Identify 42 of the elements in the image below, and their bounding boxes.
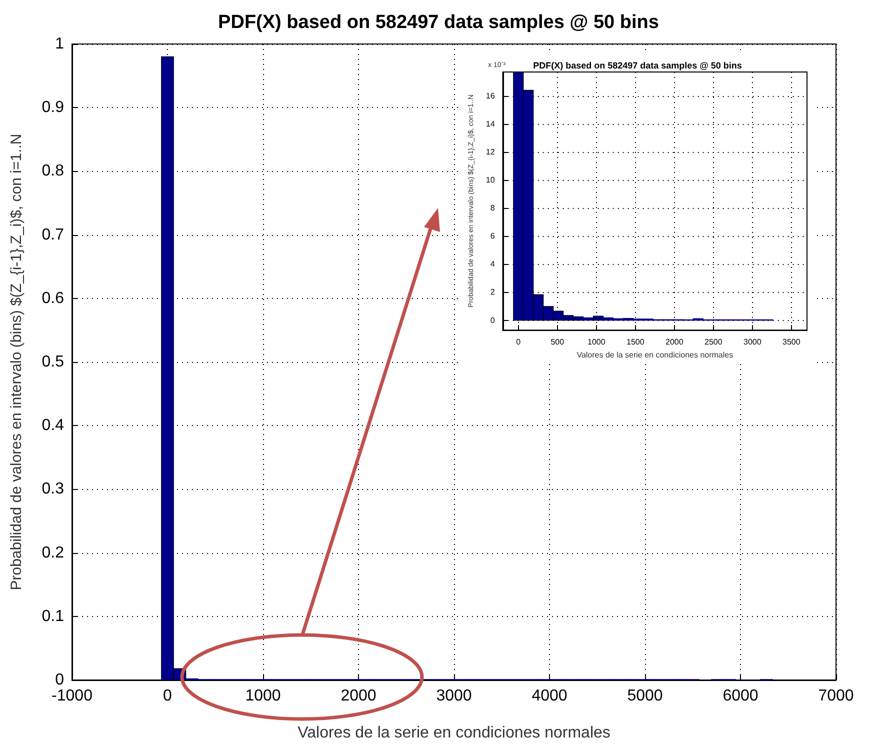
y-tick-label: 0.3: [42, 480, 64, 498]
y-tick-label: 0.5: [42, 354, 64, 370]
x-tick-label: 1000: [245, 688, 281, 704]
y-axis-title: Probabilidad de valores en intervalo (bins) $(Z_{i-1},Z_i)$, con i=1..N: [8, 134, 25, 590]
x-tick-label: 3000: [744, 338, 762, 347]
y-tick-label: 2: [490, 288, 496, 297]
x-axis-title: Valores de la serie en condiciones normales: [576, 350, 734, 360]
x-tick-label: 3000: [436, 688, 472, 704]
x-tick-label: 0: [163, 688, 172, 704]
y-tick-label: 6: [490, 232, 496, 241]
x-tick-label: 0: [516, 338, 522, 347]
y-tick-label: 16: [486, 91, 496, 100]
y-tick-label: 0: [55, 672, 64, 688]
x-tick-label: 1500: [626, 338, 645, 347]
y-tick-label: 0.8: [42, 162, 64, 180]
x-tick-label: 1000: [588, 338, 606, 347]
y-tick-label: 12: [486, 147, 496, 156]
x-tick-label: 4000: [532, 688, 568, 704]
x-tick-label: 2000: [666, 338, 684, 347]
y-tick-label: 0: [490, 316, 496, 325]
x-tick-label: 7000: [818, 688, 854, 704]
x-tick-label: 2500: [704, 338, 723, 347]
x-axis-title: Valores de la serie en condiciones normales: [298, 724, 610, 742]
y-tick-label: 0.2: [42, 544, 64, 562]
y-tick-label: 0.4: [42, 417, 64, 434]
x-tick-label: 500: [550, 338, 565, 347]
y-tick-label: 10: [486, 176, 496, 185]
y-tick-label: 0.1: [42, 608, 64, 625]
chart-title: PDF(X) based on 582497 data samples @ 50 bins: [533, 60, 742, 70]
x-tick-label: 5000: [627, 688, 663, 704]
x-tick-label: 6000: [722, 688, 758, 704]
y-tick-label: 14: [486, 119, 496, 128]
y-tick-label: 8: [490, 204, 496, 213]
y-tick-label: 0.9: [42, 99, 64, 116]
chart-title: PDF(X) based on 582497 data samples @ 50 bins: [218, 12, 659, 33]
y-tick-label: 0.6: [42, 290, 64, 307]
x-tick-label: 2000: [340, 688, 376, 704]
x-tick-label: -1000: [52, 688, 93, 704]
y-tick-label: 1: [55, 36, 64, 52]
y-tick-label: 4: [490, 260, 496, 269]
y-tick-label: 0.7: [42, 226, 64, 244]
x-tick-label: 3500: [782, 338, 801, 347]
